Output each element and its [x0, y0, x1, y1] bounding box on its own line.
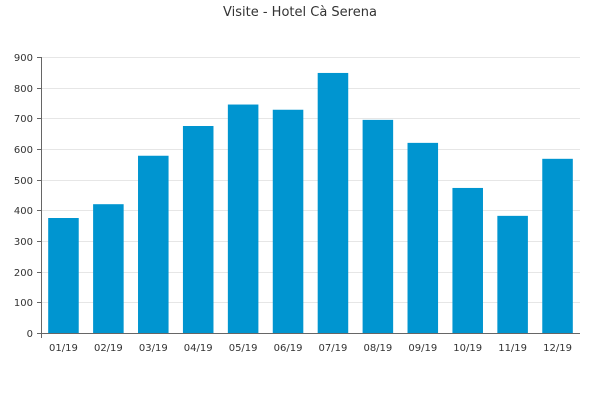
bar-11-19	[497, 215, 528, 333]
x-tick-label: 07/19	[319, 343, 348, 354]
x-tick-label: 03/19	[139, 343, 168, 354]
bars	[48, 72, 573, 334]
x-tick-labels: 01/19 02/19 03/19 04/19 05/19 06/19 07/19 08/19…	[49, 343, 572, 354]
y-tick-label: 600	[14, 145, 33, 156]
x-tick-label: 11/19	[498, 343, 527, 354]
y-tick-label: 800	[14, 84, 33, 95]
y-tick-label: 200	[14, 268, 33, 279]
y-tick-label: 300	[14, 237, 33, 248]
x-tick-label: 09/19	[408, 343, 437, 354]
bar-02-19	[93, 204, 124, 333]
y-tick-labels: 0 100 200 300 400 500 600 700 800 900	[14, 53, 33, 340]
y-tick-label: 500	[14, 176, 33, 187]
bar-03-19	[138, 155, 169, 333]
x-tick-label: 01/19	[49, 343, 78, 354]
bar-07-19	[317, 72, 349, 334]
x-tick-label: 04/19	[184, 343, 213, 354]
y-tick-label: 700	[14, 114, 33, 125]
grid-lines	[41, 57, 580, 303]
bar-10-19	[452, 187, 483, 333]
bar-06-19	[272, 109, 304, 333]
x-tick-label: 06/19	[274, 343, 303, 354]
bar-12-19	[542, 158, 573, 333]
axes	[37, 57, 580, 338]
chart-title: Visite - Hotel Cà Serena	[223, 5, 377, 20]
y-tick-label: 100	[14, 298, 33, 309]
y-tick-label: 400	[14, 206, 33, 217]
x-tick-label: 12/19	[543, 343, 572, 354]
x-tick-label: 08/19	[363, 343, 392, 354]
x-tick-label: 02/19	[94, 343, 123, 354]
bar-08-19	[362, 119, 394, 333]
bar-09-19	[407, 142, 439, 333]
bar-05-19	[227, 104, 259, 334]
y-tick-label: 0	[27, 329, 33, 340]
bar-01-19	[48, 218, 79, 333]
x-tick-label: 05/19	[229, 343, 258, 354]
x-tick-label: 10/19	[453, 343, 482, 354]
y-tick-label: 900	[14, 53, 33, 64]
bar-04-19	[182, 126, 214, 333]
